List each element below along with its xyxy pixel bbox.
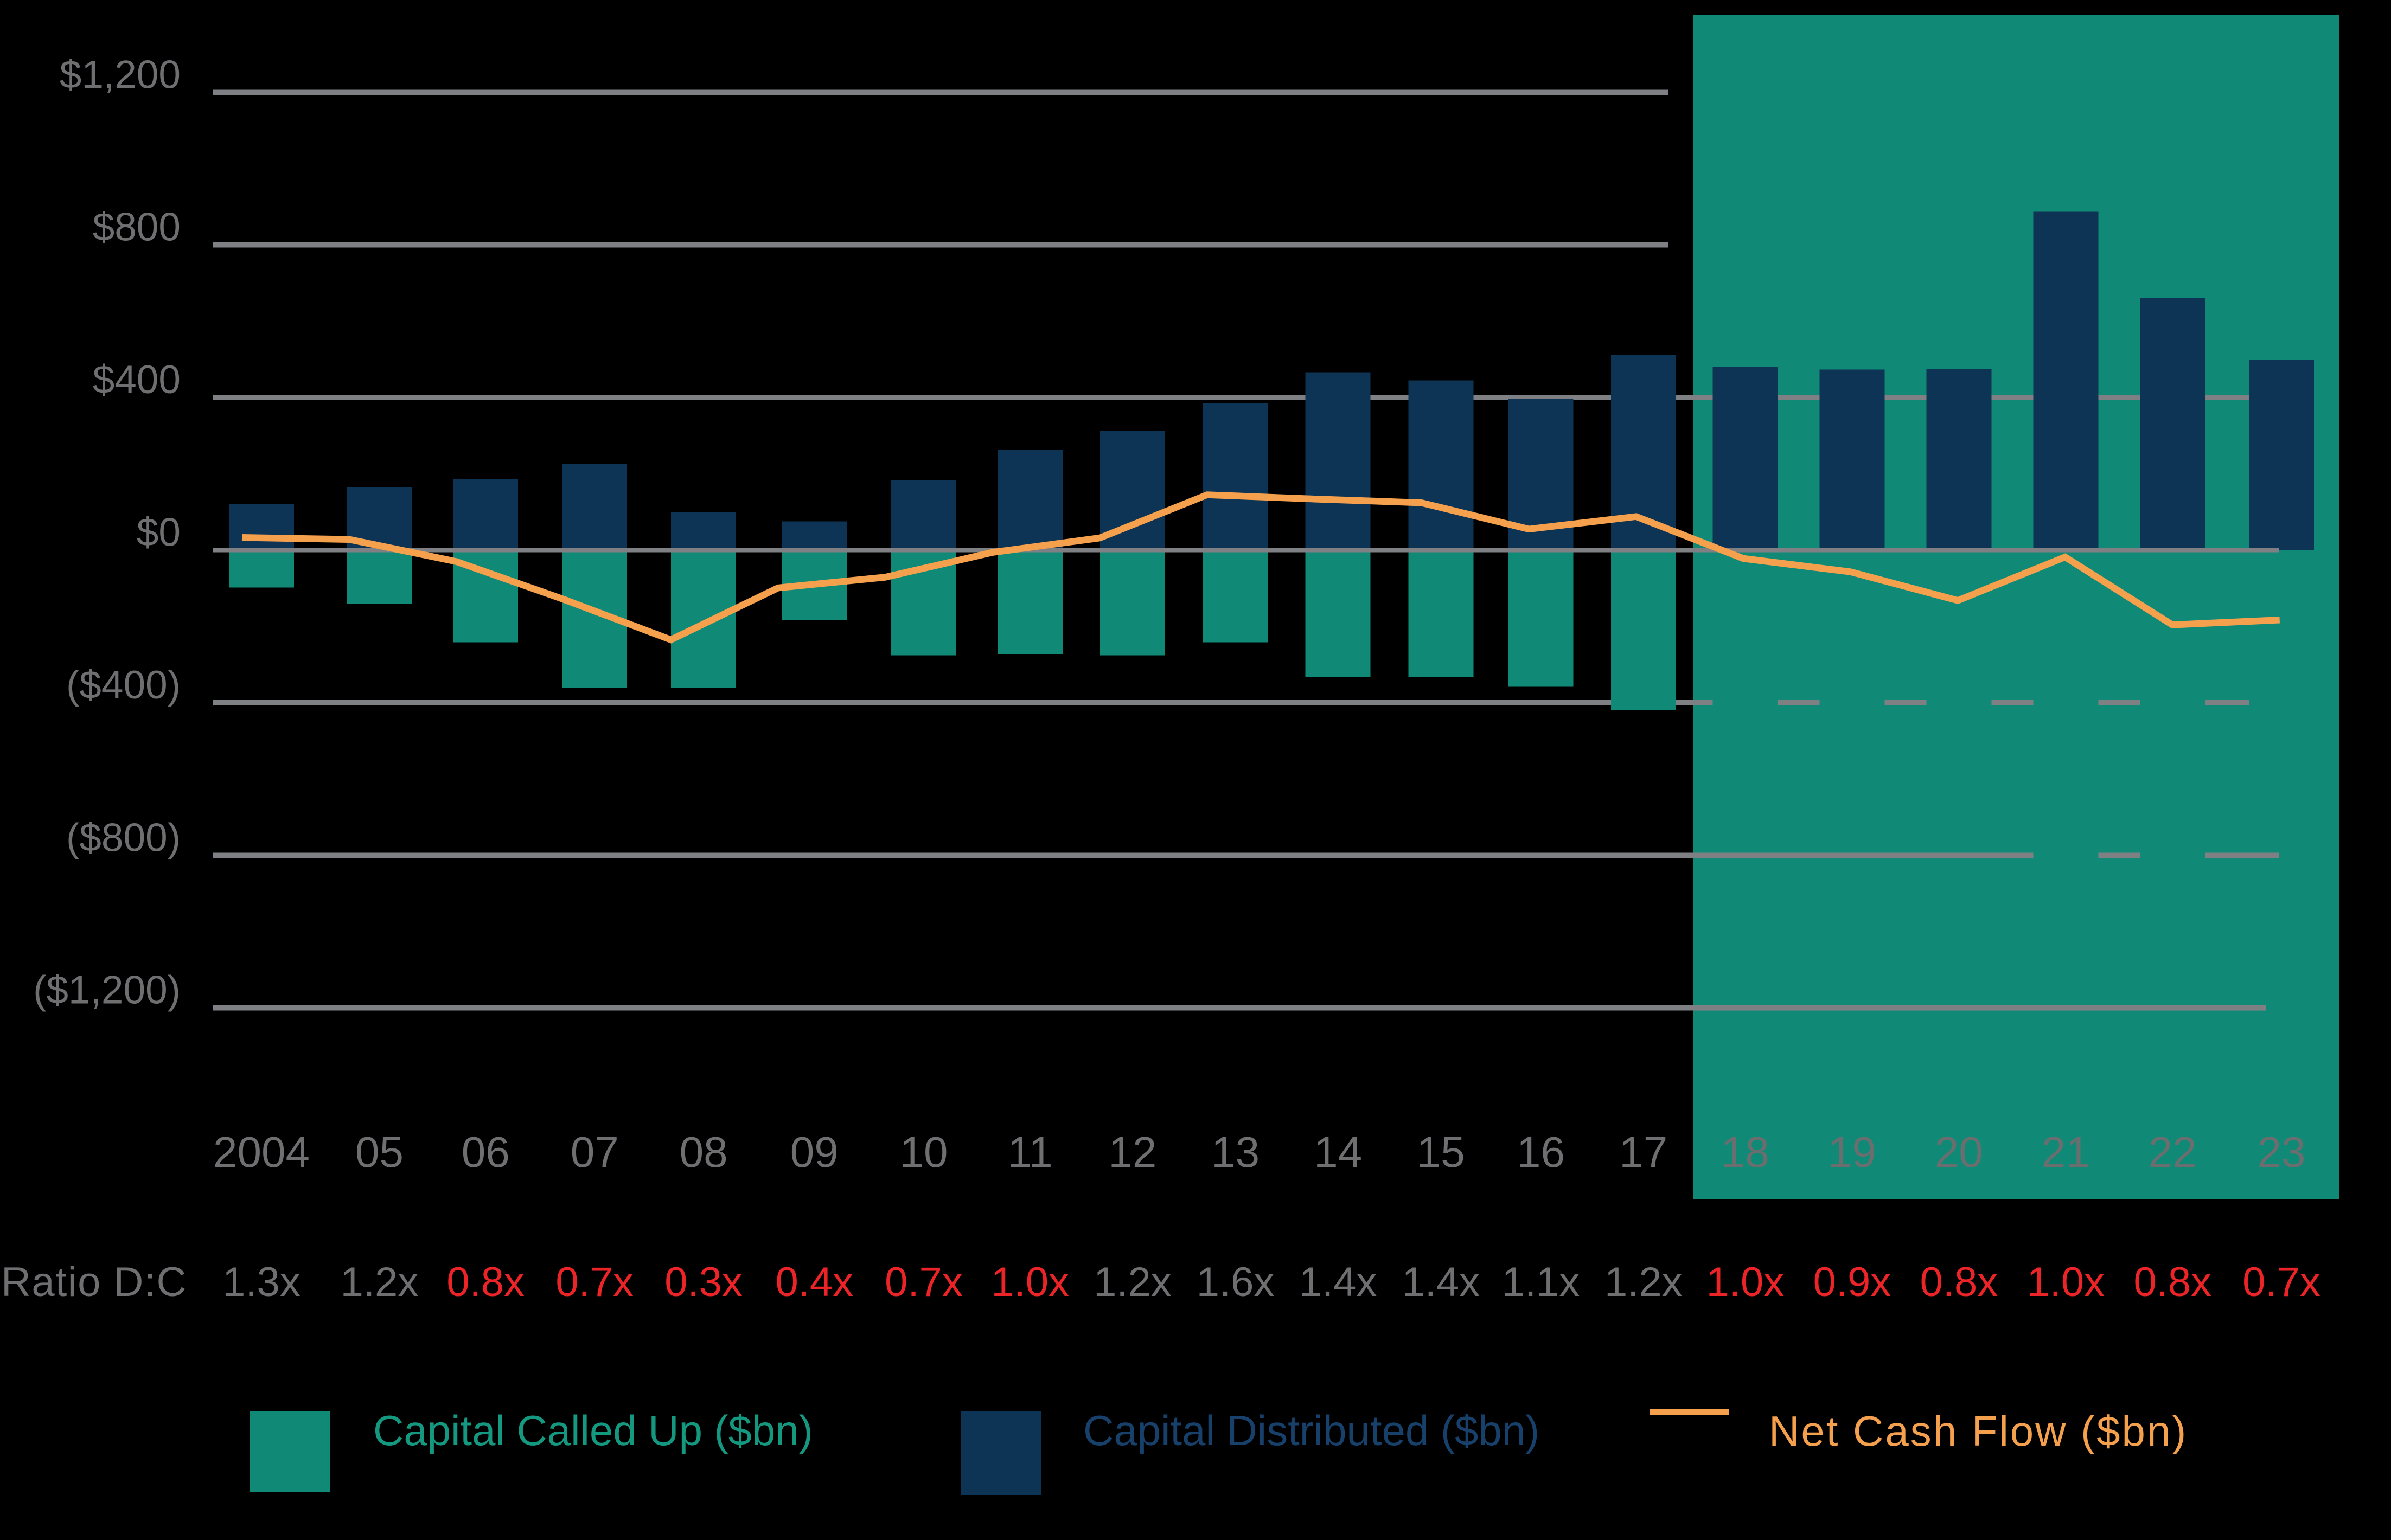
svg-text:0.9x: 0.9x (1813, 1259, 1891, 1305)
svg-text:12: 12 (1108, 1128, 1156, 1176)
svg-text:($800): ($800) (66, 816, 181, 859)
svg-text:23: 23 (2258, 1128, 2306, 1176)
svg-text:05: 05 (355, 1128, 404, 1176)
svg-text:1.1x: 1.1x (1502, 1259, 1580, 1305)
svg-text:$400: $400 (93, 358, 181, 402)
svg-text:1.0x: 1.0x (2026, 1259, 2105, 1305)
svg-text:19: 19 (1828, 1128, 1876, 1176)
svg-text:Net Cash Flow ($bn): Net Cash Flow ($bn) (1769, 1407, 2188, 1455)
svg-text:17: 17 (1619, 1128, 1667, 1176)
svg-text:1.2x: 1.2x (1094, 1259, 1172, 1305)
svg-text:0.8x: 0.8x (1920, 1259, 1998, 1305)
svg-text:2004: 2004 (213, 1128, 310, 1176)
svg-text:06: 06 (462, 1128, 510, 1176)
svg-text:($400): ($400) (66, 663, 181, 707)
svg-text:($1,200): ($1,200) (33, 968, 181, 1012)
svg-text:15: 15 (1417, 1128, 1465, 1176)
svg-text:14: 14 (1314, 1128, 1362, 1176)
svg-text:1.6x: 1.6x (1197, 1259, 1275, 1305)
svg-text:$800: $800 (93, 206, 181, 249)
svg-text:Ratio D:C: Ratio D:C (1, 1259, 187, 1305)
svg-text:1.4x: 1.4x (1402, 1259, 1480, 1305)
svg-text:20: 20 (1935, 1128, 1983, 1176)
svg-text:Capital Distributed ($bn): Capital Distributed ($bn) (1083, 1407, 1539, 1454)
svg-text:09: 09 (790, 1128, 839, 1176)
svg-text:13: 13 (1211, 1128, 1260, 1176)
svg-text:07: 07 (571, 1128, 619, 1176)
svg-text:0.7x: 0.7x (2242, 1259, 2320, 1305)
svg-text:$1,200: $1,200 (60, 53, 181, 97)
svg-text:0.3x: 0.3x (664, 1259, 743, 1305)
svg-text:$0: $0 (137, 511, 181, 555)
svg-text:1.4x: 1.4x (1299, 1259, 1377, 1305)
svg-text:0.7x: 0.7x (885, 1259, 963, 1305)
svg-text:16: 16 (1517, 1128, 1565, 1176)
svg-text:1.0x: 1.0x (991, 1259, 1069, 1305)
svg-text:Capital Called Up ($bn): Capital Called Up ($bn) (373, 1407, 813, 1454)
svg-text:1.3x: 1.3x (222, 1259, 301, 1305)
svg-text:0.8x: 0.8x (2133, 1259, 2211, 1305)
svg-text:1.2x: 1.2x (341, 1259, 419, 1305)
svg-text:10: 10 (900, 1128, 948, 1176)
svg-text:11: 11 (1008, 1128, 1053, 1176)
svg-text:08: 08 (680, 1128, 728, 1176)
svg-text:0.4x: 0.4x (775, 1259, 853, 1305)
svg-text:22: 22 (2149, 1128, 2197, 1176)
svg-text:0.8x: 0.8x (446, 1259, 525, 1305)
svg-text:0.7x: 0.7x (555, 1259, 634, 1305)
svg-text:1.0x: 1.0x (1706, 1259, 1785, 1305)
svg-text:21: 21 (2042, 1128, 2090, 1176)
svg-text:18: 18 (1721, 1128, 1769, 1176)
svg-text:1.2x: 1.2x (1604, 1259, 1683, 1305)
